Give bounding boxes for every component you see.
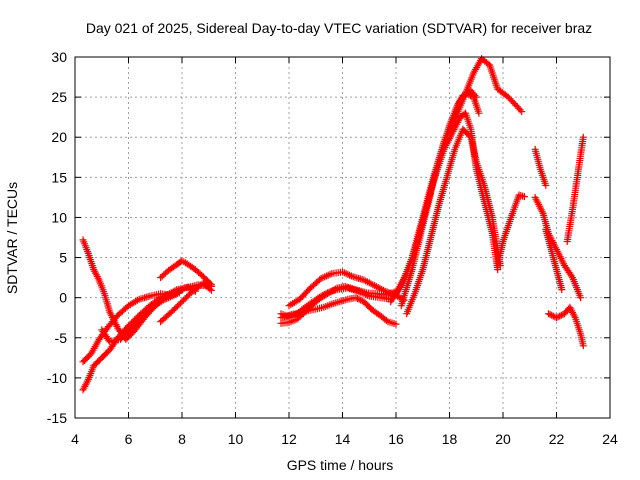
y-axis-title: SDTVAR / TECUs [4,182,20,294]
series-early-f [157,279,215,326]
x-tick-label: 6 [125,431,133,447]
series-late-f [545,303,587,350]
y-tick-label: -10 [47,370,67,386]
data-point-markers [157,279,215,326]
y-tick-label: 15 [51,169,67,185]
y-tick-label: 20 [51,129,67,145]
plot-frame [74,56,611,419]
chart-title: Day 021 of 2025, Sidereal Day-to-day VTE… [86,20,592,36]
y-tick-label: 25 [51,89,67,105]
series-late-b [531,145,550,189]
data-point-markers [542,226,566,294]
series-track [497,194,525,266]
series-late-e [563,133,587,245]
series-early-e [157,257,215,289]
x-tick-label: 10 [228,431,244,447]
y-tick-label: 10 [51,209,67,225]
data-point-markers [98,281,215,346]
x-tick-label: 8 [178,431,186,447]
x-tick-label: 18 [442,431,458,447]
y-tick-label: 30 [51,49,67,65]
data-point-markers [397,109,502,310]
y-tick-label: -5 [55,330,68,346]
data-point-markers [494,191,528,270]
series-rise-c [397,109,502,310]
x-axis-title: GPS time / hours [287,457,394,473]
series-early-d [98,281,215,346]
x-tick-label: 12 [281,431,297,447]
series-rise-d [403,125,504,318]
x-tick-label: 24 [602,431,618,447]
x-tick-label: 4 [71,431,79,447]
data-point-markers [157,257,215,289]
x-tick-label: 20 [495,431,511,447]
y-tick-label: 0 [59,290,67,306]
data-point-markers [277,282,400,327]
series-late-a [494,191,528,270]
x-tick-label: 16 [388,431,404,447]
data-point-markers [446,55,526,137]
series-track [390,92,480,303]
data-series [79,55,587,394]
y-tick-labels: -15 -10 -5 0 5 10 15 20 25 30 [47,49,67,426]
y-tick-label: 5 [59,250,67,266]
data-point-markers [563,133,587,245]
series-mid-c [277,282,400,327]
y-tick-label: -15 [47,410,67,426]
x-tick-label: 14 [335,431,351,447]
x-tick-label: 22 [549,431,565,447]
series-late-c [531,193,585,302]
data-point-markers [531,145,550,189]
data-point-markers [545,303,587,350]
x-tick-labels: 4 6 8 10 12 14 16 18 20 22 24 [71,431,618,447]
series-peak-a [446,55,526,137]
grid-lines [75,57,610,418]
data-point-markers [403,125,504,318]
series-late-d [542,226,566,294]
